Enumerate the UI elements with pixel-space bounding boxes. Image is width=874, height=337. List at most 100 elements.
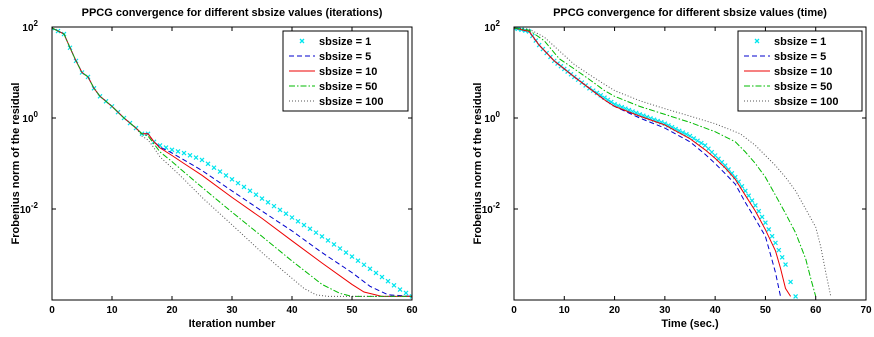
series-marker — [691, 136, 697, 141]
series-marker — [193, 155, 199, 161]
series-marker — [295, 218, 301, 224]
series-marker — [253, 192, 259, 198]
series-marker — [666, 123, 671, 128]
series-marker — [385, 278, 391, 284]
series-marker — [783, 262, 788, 268]
series-marker — [283, 211, 289, 217]
y-tick-label: 100 — [484, 110, 500, 125]
series-marker — [759, 214, 765, 220]
series-marker — [756, 208, 762, 214]
x-tick-label: 70 — [860, 305, 872, 316]
series-marker — [355, 258, 361, 264]
series-marker — [247, 188, 253, 194]
legend-label: sbsize = 100 — [774, 96, 839, 108]
y-tick-label: 10-2 — [482, 201, 501, 216]
series-marker — [289, 215, 295, 220]
series-marker — [742, 188, 748, 194]
series-marker — [301, 222, 307, 228]
x-tick-label: 50 — [346, 305, 358, 316]
series-marker — [763, 220, 768, 226]
series-marker — [199, 157, 205, 163]
series-marker — [706, 146, 711, 152]
series-line-5 — [52, 27, 412, 297]
series-marker — [403, 290, 409, 296]
chart-1: 0 10 20 30 40 50 60 102 100 10-2 PPCG convergence … — [10, 7, 418, 330]
x-tick-label: 40 — [286, 305, 298, 316]
series-marker — [223, 172, 229, 178]
y-axis-label: Frobenius norm of the residual — [10, 83, 22, 245]
series-marker — [598, 92, 604, 98]
x-tick-label: 30 — [226, 305, 238, 316]
series-marker — [594, 90, 600, 96]
series-marker — [259, 196, 265, 201]
x-tick-label: 60 — [406, 305, 418, 316]
legend: sbsize = 1 sbsize = 5 sbsize = 10 sbsize = … — [282, 30, 409, 112]
chart-title: PPCG convergence for different sbsize va… — [553, 7, 827, 19]
series-marker — [773, 240, 778, 246]
x-tick-label: 10 — [559, 305, 571, 316]
series-marker — [749, 198, 755, 203]
series-marker — [175, 148, 181, 154]
legend-label: sbsize = 50 — [319, 81, 377, 93]
x-tick-label: 30 — [659, 305, 671, 316]
series-marker — [695, 138, 700, 144]
series-marker — [793, 293, 799, 299]
series-marker — [702, 142, 708, 148]
y-tick-label: 100 — [22, 110, 38, 125]
series-marker — [277, 207, 283, 213]
chart-title: PPCG convergence for different sbsize va… — [82, 7, 383, 19]
series-marker — [235, 180, 241, 186]
legend-label: sbsize = 1 — [774, 36, 826, 48]
legend-label: sbsize = 10 — [319, 66, 377, 78]
series-marker — [769, 233, 775, 239]
series-marker — [325, 238, 331, 243]
series-marker — [205, 161, 211, 167]
x-tick-label: 40 — [710, 305, 722, 316]
series-line-3 — [514, 27, 792, 297]
series-marker — [265, 199, 271, 205]
legend-label: sbsize = 1 — [319, 36, 371, 48]
x-axis-label: Time (sec.) — [661, 318, 719, 330]
series-marker — [313, 230, 319, 236]
axes-box — [513, 26, 867, 301]
x-axis-label: Iteration number — [189, 318, 277, 330]
series-marker — [349, 254, 355, 260]
x-tick-label: 0 — [511, 305, 517, 316]
series-marker — [52, 27, 55, 31]
series-marker — [337, 246, 343, 251]
y-tick-label: 102 — [484, 19, 500, 34]
legend-label: sbsize = 100 — [319, 96, 384, 108]
series-marker — [187, 152, 193, 158]
series-marker — [217, 169, 223, 174]
series-marker — [379, 274, 385, 280]
series-marker — [271, 203, 277, 209]
series-marker — [241, 184, 247, 190]
legend-swatch — [299, 38, 305, 44]
x-tick-label: 60 — [810, 305, 822, 316]
series-marker — [409, 293, 412, 299]
series-marker — [732, 174, 738, 180]
series-marker — [779, 254, 785, 260]
series-marker — [367, 266, 373, 272]
series-marker — [307, 226, 313, 232]
series-marker — [169, 147, 175, 153]
series-marker — [514, 27, 517, 31]
x-tick-label: 10 — [106, 305, 118, 316]
y-tick-label: 102 — [22, 19, 38, 34]
legend-swatch — [754, 38, 760, 44]
series-marker — [788, 279, 793, 285]
series-marker — [746, 193, 752, 199]
y-axis-label: Frobenius norm of the residual — [472, 83, 484, 245]
x-tick-label: 50 — [760, 305, 772, 316]
series-marker — [709, 149, 715, 155]
series-marker — [776, 247, 782, 253]
chart-2: 0 10 20 30 40 50 60 70 102 100 10-2 PPCG convergenc… — [472, 7, 872, 330]
x-tick-label: 0 — [49, 305, 55, 316]
series-marker — [752, 202, 758, 208]
legend: sbsize = 1 sbsize = 5 sbsize = 10 sbsize = … — [737, 30, 863, 112]
x-tick-label: 20 — [609, 305, 621, 316]
series-marker — [319, 233, 325, 239]
series-marker — [181, 150, 187, 156]
series-marker — [698, 140, 704, 146]
